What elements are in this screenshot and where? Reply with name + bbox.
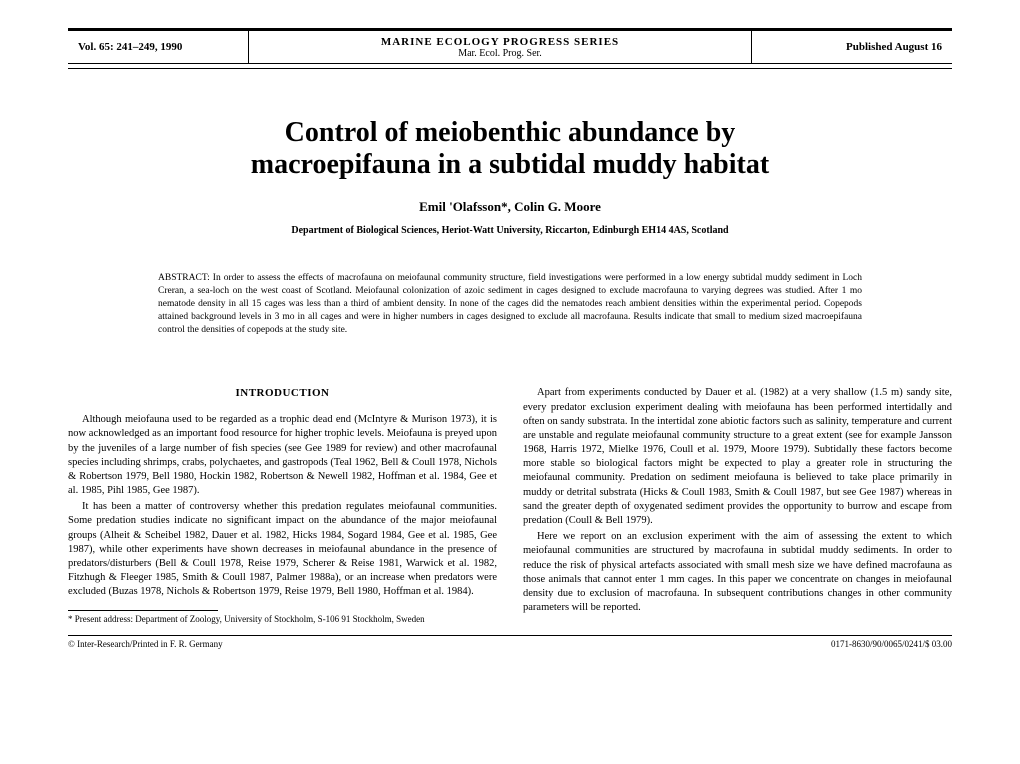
page-footer: © Inter-Research/Printed in F. R. German… [68, 635, 952, 649]
abstract-block: ABSTRACT: In order to assess the effects… [158, 272, 862, 336]
left-paragraph-1: Although meiofauna used to be regarded a… [68, 413, 497, 498]
left-column: INTRODUCTION Although meiofauna used to … [68, 386, 497, 624]
right-paragraph-1: Apart from experiments conducted by Daue… [523, 386, 952, 528]
author-footnote: * Present address: Department of Zoology… [68, 614, 497, 625]
header-underline [68, 68, 952, 69]
right-column: Apart from experiments conducted by Daue… [523, 386, 952, 624]
publish-date-cell: Published August 16 [752, 41, 952, 53]
author-line: Emil 'Olafsson*, Colin G. Moore [68, 199, 952, 215]
series-main: MARINE ECOLOGY PROGRESS SERIES [381, 36, 619, 48]
title-line-2: macroepifauna in a subtidal muddy habita… [251, 149, 769, 180]
copyright-text: © Inter-Research/Printed in F. R. German… [68, 639, 223, 649]
volume-text: Vol. 65: 241–249, 1990 [78, 41, 238, 53]
issn-code: 0171-8630/90/0065/0241/$ 03.00 [831, 639, 952, 649]
introduction-heading: INTRODUCTION [68, 386, 497, 401]
series-title-cell: MARINE ECOLOGY PROGRESS SERIES Mar. Ecol… [249, 36, 751, 59]
left-paragraph-2: It has been a matter of controversy whet… [68, 500, 497, 599]
publish-date: Published August 16 [846, 41, 942, 53]
affiliation-line: Department of Biological Sciences, Herio… [68, 225, 952, 236]
journal-header: Vol. 65: 241–249, 1990 MARINE ECOLOGY PR… [68, 28, 952, 64]
footnote-rule [68, 610, 218, 611]
body-columns: INTRODUCTION Although meiofauna used to … [68, 386, 952, 624]
series-sub: Mar. Ecol. Prog. Ser. [458, 48, 542, 59]
abstract-text: ABSTRACT: In order to assess the effects… [158, 273, 862, 334]
volume-info: Vol. 65: 241–249, 1990 [68, 41, 248, 53]
title-line-1: Control of meiobenthic abundance by [285, 117, 736, 148]
right-paragraph-2: Here we report on an exclusion experimen… [523, 530, 952, 615]
article-title: Control of meiobenthic abundance by macr… [68, 117, 952, 181]
